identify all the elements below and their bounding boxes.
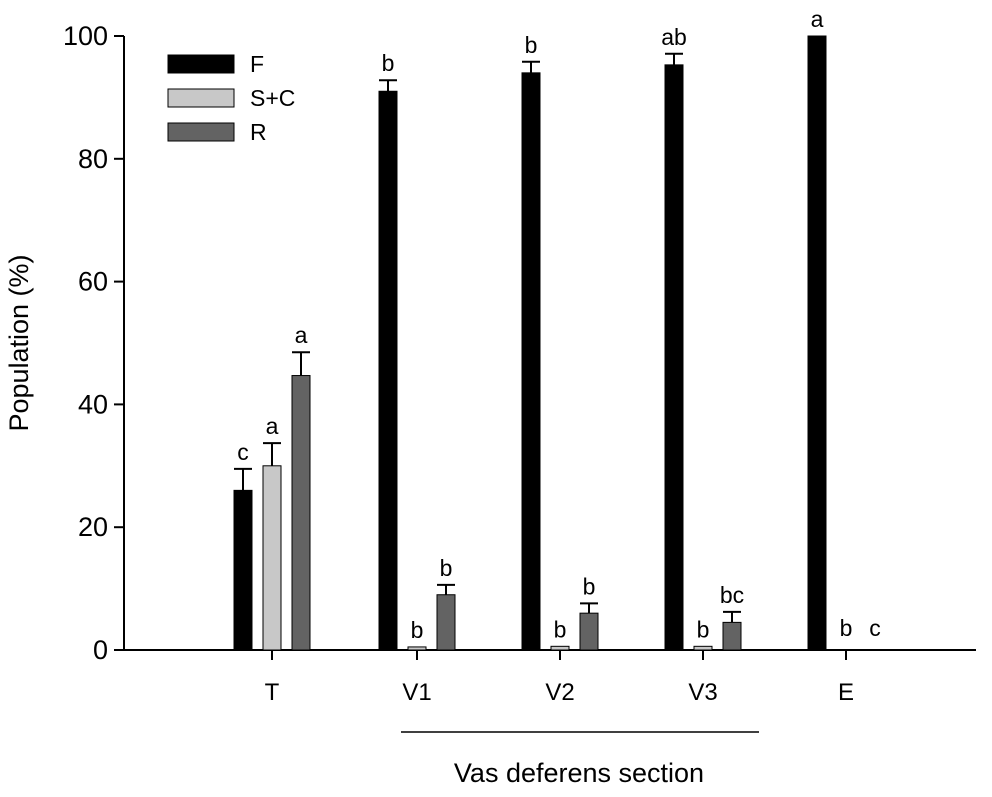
legend-swatch — [167, 122, 235, 142]
significance-label: a — [295, 322, 308, 348]
significance-label: c — [237, 439, 249, 465]
significance-label: b — [554, 616, 567, 642]
bar-f-v1 — [378, 90, 398, 651]
bar-r-v3 — [722, 621, 742, 651]
bar-sc-t — [262, 465, 282, 651]
x-axis-title: Vas deferens section — [454, 758, 704, 788]
legend-label: R — [250, 119, 267, 145]
bars — [233, 35, 827, 651]
y-tick-label: 100 — [63, 21, 108, 51]
significance-label: a — [266, 413, 279, 439]
significance-label: c — [869, 615, 881, 641]
y-tick-label: 60 — [78, 267, 108, 297]
error-bars — [234, 52, 741, 623]
y-tick-label: 40 — [78, 389, 108, 419]
significance-label: b — [697, 616, 710, 642]
legend-swatch — [167, 54, 235, 74]
bar-f-e — [807, 35, 827, 651]
significance-label: a — [811, 6, 824, 32]
x-tick-label: T — [265, 679, 280, 706]
significance-label: b — [411, 617, 424, 643]
legend-label: S+C — [250, 85, 295, 111]
x-tick-label: V2 — [545, 679, 574, 706]
x-tick-label: V3 — [688, 679, 717, 706]
y-tick-label: 80 — [78, 144, 108, 174]
bar-f-t — [233, 489, 253, 651]
bar-r-t — [291, 375, 311, 651]
legend-swatch — [167, 88, 235, 108]
significance-label: b — [382, 50, 395, 76]
significance-label: ab — [661, 24, 687, 50]
bar-sc-v3 — [693, 645, 713, 651]
bar-f-v3 — [664, 64, 684, 651]
bar-f-v2 — [521, 72, 541, 651]
significance-label: b — [525, 32, 538, 58]
x-tick-label: V1 — [402, 679, 431, 706]
y-tick-label: 0 — [93, 635, 108, 665]
significance-label: bc — [720, 582, 744, 608]
y-axis-title: Population (%) — [4, 254, 34, 431]
bar-sc-v1 — [407, 646, 427, 651]
significance-label: b — [583, 573, 596, 599]
significance-label: b — [840, 615, 853, 641]
significance-label: b — [440, 555, 453, 581]
bar-r-v2 — [579, 612, 599, 651]
legend-label: F — [250, 51, 264, 77]
bar-r-v1 — [436, 594, 456, 651]
x-tick-label: E — [838, 679, 854, 706]
bar-sc-v2 — [550, 645, 570, 651]
legend: F S+C R — [167, 51, 295, 145]
y-tick-label: 20 — [78, 512, 108, 542]
